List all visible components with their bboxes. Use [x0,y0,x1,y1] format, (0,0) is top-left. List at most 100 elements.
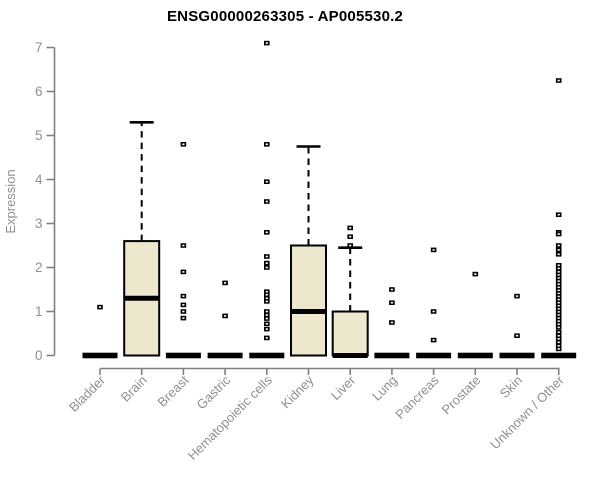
zero-bar [499,352,535,359]
x-tick-label: Gastric [194,372,234,412]
outlier-marker-center [182,271,185,273]
outlier-marker-center [390,321,393,324]
y-axis-title: Expression [3,169,18,233]
outlier-marker-center [557,337,560,340]
outlier-marker-center [224,282,227,284]
outlier-marker-center [265,231,268,234]
outlier-marker-center [557,249,560,251]
outlier-marker-center [390,288,393,291]
y-tick-label: 7 [35,40,43,55]
outlier-marker-center [265,317,268,320]
outlier-marker-center [557,253,560,256]
outlier-marker-center [265,266,268,269]
y-tick-label: 3 [35,216,43,231]
outlier-marker-center [474,273,477,275]
zero-bar [82,352,118,359]
zero-bar [541,352,577,359]
outlier-marker-center [265,200,268,203]
chart-title: ENSG00000263305 - AP005530.2 [166,8,404,25]
outlier-marker-center [557,331,560,333]
outlier-marker-center [557,314,560,316]
outlier-marker-center [265,323,268,325]
outlier-marker-center [557,79,560,82]
outlier-marker-center [265,262,268,264]
outlier-marker-center [557,301,560,304]
outlier-marker-center [557,295,560,298]
x-tick-label: Breast [154,372,191,409]
zero-bar [165,352,201,359]
x-tick-label: Brain [118,373,150,405]
outlier-marker-center [557,292,560,295]
outlier-marker-center [265,180,268,183]
outlier-marker-center [349,244,352,247]
x-tick-label: Kidney [278,372,317,411]
outlier-marker-center [515,295,519,297]
outlier-marker-center [224,315,227,317]
outlier-marker-center [557,280,560,282]
outlier-marker-center [557,213,560,216]
outlier-marker-center [557,304,560,307]
x-tick-label: Prostate [439,373,484,418]
outlier-marker-center [265,300,268,303]
outlier-marker-center [557,345,560,347]
outlier-marker-center [349,235,352,238]
outlier-marker-center [265,314,268,316]
outlier-marker-center [182,310,185,313]
outlier-marker-center [557,264,560,267]
outlier-marker-center [557,341,560,344]
outlier-marker-center [557,308,560,310]
x-tick-label: Lung [369,373,400,404]
outlier-marker-center [557,348,560,350]
outlier-marker-center [557,233,560,235]
outlier-marker-center [98,306,102,308]
outlier-marker-center [265,328,268,330]
outlier-marker-center [265,337,268,339]
outlier-marker-center [265,290,268,293]
outlier-marker-center [557,283,560,286]
outlier-marker-center [349,227,352,229]
outlier-marker-center [557,323,560,326]
outlier-marker-center [557,311,560,313]
zero-bar [249,352,285,359]
outlier-marker-center [557,317,560,319]
x-tick-label: Skin [497,373,525,401]
x-tick-label: Unknown / Other [487,372,567,452]
zero-bar [416,352,452,359]
x-tick-label: Pancreas [392,372,442,422]
outlier-marker-center [557,334,560,337]
outlier-marker-center [432,310,435,313]
x-tick-label: Liver [328,372,359,403]
outlier-marker-center [182,244,185,247]
outlier-marker-center [265,255,268,258]
outlier-marker-center [515,334,519,337]
outlier-marker-center [557,244,560,247]
outlier-marker-center [557,320,560,322]
outlier-marker-center [265,293,268,296]
outlier-marker-center [557,271,560,273]
zero-bar [457,352,493,359]
outlier-marker-center [265,143,268,146]
outlier-marker-center [557,277,560,279]
outlier-marker-center [265,297,268,300]
outlier-marker-center [557,326,560,329]
outlier-marker-center [432,249,435,251]
outlier-marker-center [390,301,393,304]
y-tick-label: 2 [35,260,43,275]
zero-bar [374,352,410,359]
outlier-marker-center [432,339,435,341]
y-tick-label: 6 [35,84,43,99]
x-tick-label: Bladder [66,372,109,415]
outlier-marker-center [265,42,268,44]
y-tick-label: 0 [35,348,43,363]
outlier-marker-center [557,267,560,270]
outlier-marker-center [182,304,185,306]
box [290,244,327,357]
box [331,310,369,357]
outlier-marker-center [557,298,560,301]
zero-bar [207,352,243,359]
y-tick-label: 1 [35,304,43,319]
outlier-marker-center [557,274,560,276]
outlier-marker-center [265,310,268,313]
